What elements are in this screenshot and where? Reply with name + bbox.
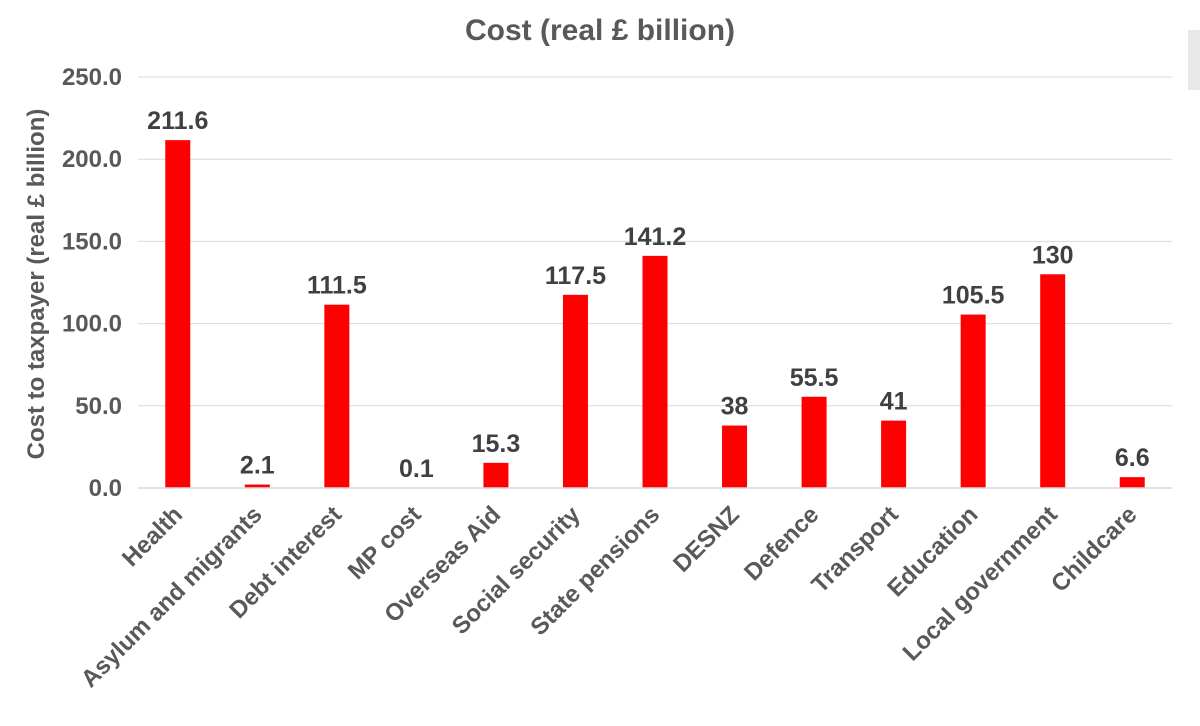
bar [165,140,191,489]
bar [562,294,588,488]
y-tick-label: 200.0 [62,146,122,173]
data-label: 6.6 [1115,444,1150,472]
data-label: 38 [721,393,749,421]
data-label: 0.1 [399,455,434,483]
data-label: 105.5 [942,282,1005,310]
y-axis-label: Cost to taxpayer (real £ billion) [23,109,50,460]
data-label: 117.5 [545,262,606,290]
data-label: 130 [1032,241,1074,269]
bar [722,425,748,488]
data-label: 141.2 [624,223,687,251]
y-tick-label: 100.0 [62,311,122,338]
data-label: 2.1 [240,452,275,480]
y-tick-label: 250.0 [62,64,122,91]
bar [881,420,907,488]
data-label: 55.5 [790,364,839,392]
data-label: 15.3 [472,430,521,458]
x-tick-label: DESNZ [668,501,745,578]
chart-title: Cost (real £ billion) [465,14,735,47]
data-labels: 211.6 2.1 111.5 0.1 15.3 117.5 141.2 38 55.5 41 10… [147,107,1149,483]
y-tick-label: 50.0 [75,393,122,420]
right-edge-decoration [1188,30,1200,90]
data-label: 111.5 [307,272,367,300]
y-tick-label: 150.0 [62,228,122,255]
bar [483,462,509,488]
bar [642,255,668,488]
bar [244,484,270,488]
bar [960,314,986,488]
x-tick-label: MP cost [343,501,427,585]
bar [801,396,827,488]
gridlines [138,76,1172,407]
data-label: 211.6 [147,107,208,135]
data-label: 41 [880,388,908,416]
bars [165,140,1145,489]
bar [324,304,350,488]
x-tick-label: Health [117,501,188,572]
bar [1040,274,1066,488]
bar [1119,477,1145,488]
x-tick-label: Local government [898,501,1063,666]
y-tick-label: 0.0 [89,475,122,502]
y-axis-ticks: 0.0 50.0 100.0 150.0 200.0 250.0 [62,64,122,502]
x-tick-label: Childcare [1046,501,1142,597]
